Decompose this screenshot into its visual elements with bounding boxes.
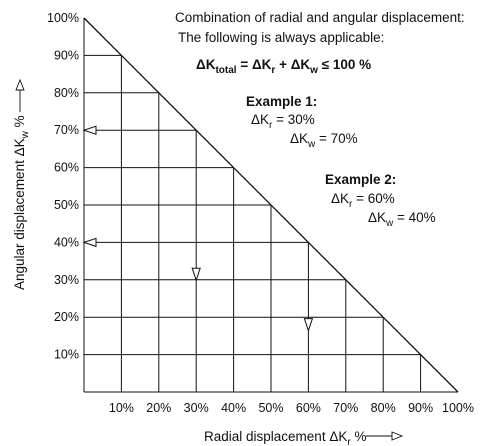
formula: ΔKtotal = ΔKr + ΔKw ≤ 100 % [196, 57, 371, 76]
boundary-line [83, 17, 459, 393]
y-axis-label: Angular displacement ΔKw % [12, 115, 31, 290]
x-tick-label: 100% [442, 401, 474, 415]
x-tick-label: 80% [371, 401, 396, 415]
x-axis-label: Radial displacement ΔKr % [204, 429, 366, 446]
y-tick-label: 40% [54, 235, 79, 249]
description-line-1: Combination of radial and angular displa… [175, 10, 465, 25]
x-tick-label: 20% [146, 401, 171, 415]
example-markers [82, 125, 314, 333]
example-2-angular-arrow-icon [82, 237, 97, 248]
y-tick-label: 60% [54, 161, 79, 175]
example-2-radial: ΔKr = 60% [331, 191, 395, 210]
x-axis-arrow-icon [366, 431, 404, 441]
x-tick-label: 70% [333, 401, 358, 415]
y-tick-label: 30% [54, 273, 79, 287]
y-tick-label: 100% [47, 11, 79, 25]
x-tick-label: 50% [258, 401, 283, 415]
y-tick-label: 80% [54, 86, 79, 100]
y-tick-label: 70% [54, 123, 79, 137]
example-2-angular: ΔKw = 40% [368, 210, 436, 229]
boundary [83, 17, 459, 393]
x-tick-label: 60% [296, 401, 321, 415]
y-tick-label: 50% [54, 198, 79, 212]
x-tick-label: 10% [109, 401, 134, 415]
x-tick-label: 40% [221, 401, 246, 415]
y-tick-label: 10% [54, 348, 79, 362]
example-2-title: Example 2: [325, 172, 396, 187]
example-1-title: Example 1: [246, 94, 317, 109]
example-1-radial-arrow-icon [191, 267, 201, 282]
x-tick-label: 30% [184, 401, 209, 415]
example-1-angular-arrow-icon [82, 125, 97, 135]
description-line-2: The following is always applicable: [178, 30, 384, 45]
x-tick-label: 90% [408, 401, 433, 415]
example-1-angular: ΔKw = 70% [290, 131, 358, 150]
y-axis-arrow-icon [15, 78, 25, 112]
tick-labels: 10% 20% 30% 40% 50% 60% 70% 80% 90% 100% 10% 20% 30%… [47, 11, 474, 415]
example-1-radial: ΔKr = 30% [251, 112, 315, 131]
grid [83, 18, 458, 393]
y-tick-label: 20% [54, 310, 79, 324]
y-tick-label: 90% [54, 48, 79, 62]
example-2-radial-arrow-icon [303, 318, 314, 333]
